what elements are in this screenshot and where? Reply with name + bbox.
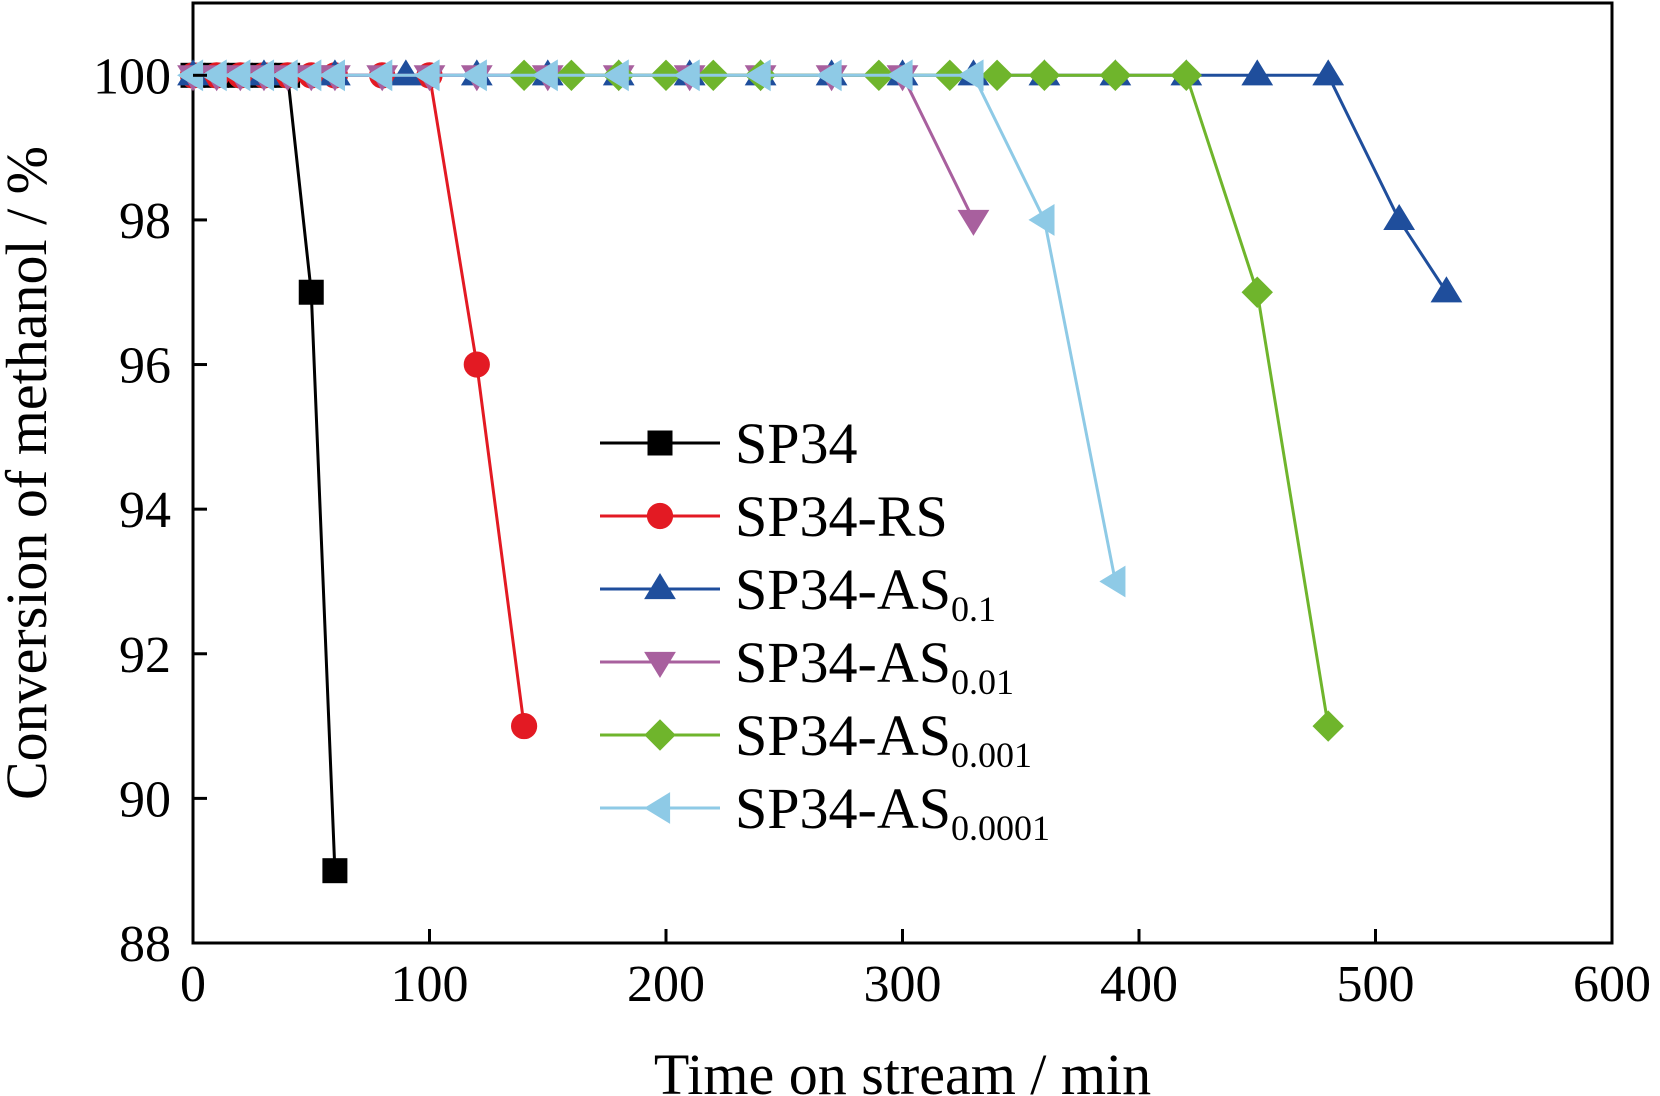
data-point <box>413 59 440 92</box>
data-point <box>886 59 913 92</box>
data-point <box>744 59 771 92</box>
data-point <box>322 858 348 884</box>
legend-entry: SP34-AS0.1 <box>600 557 996 629</box>
data-point <box>531 59 558 92</box>
legend-label: SP34-AS0.1 <box>735 557 996 629</box>
legend-label-subscript: 0.01 <box>951 662 1014 702</box>
legend-label: SP34 <box>735 411 858 476</box>
data-point <box>815 59 842 92</box>
legend-marker <box>644 651 676 678</box>
data-point <box>673 59 700 92</box>
data-point <box>1170 59 1203 92</box>
legend-label-subscript: 0.1 <box>951 589 996 629</box>
series-0 <box>180 62 348 884</box>
data-point <box>1241 59 1274 86</box>
data-point <box>366 59 393 92</box>
series-4 <box>508 59 1344 742</box>
series-line <box>193 73 1448 294</box>
legend-label: SP34-AS0.001 <box>735 703 1032 775</box>
x-tick-label: 200 <box>627 956 705 1013</box>
series-line <box>193 73 337 871</box>
legend-label-subscript: 0.0001 <box>951 808 1050 848</box>
data-point <box>981 59 1013 92</box>
legend-entry: SP34-RS <box>600 484 948 549</box>
series-1 <box>179 62 538 740</box>
data-point <box>460 59 487 92</box>
legend-marker <box>647 430 673 456</box>
legend-entry: SP34 <box>600 411 858 476</box>
legend-label: SP34-AS0.0001 <box>735 776 1050 848</box>
legend-marker <box>644 719 676 751</box>
y-tick-label: 96 <box>119 338 171 395</box>
y-tick-label: 90 <box>119 771 171 828</box>
data-point <box>1312 710 1344 742</box>
legend-label-main: SP34-AS <box>735 703 951 768</box>
legend-entry: SP34-AS0.01 <box>600 630 1014 702</box>
y-tick-label: 100 <box>93 48 171 105</box>
data-point <box>957 209 990 236</box>
data-point <box>1312 59 1345 86</box>
y-tick-label: 88 <box>119 916 171 973</box>
legend-marker <box>644 573 676 600</box>
legend-label: SP34-RS <box>735 484 948 549</box>
data-point <box>1383 203 1416 231</box>
data-point <box>389 59 422 86</box>
data-point <box>463 351 490 378</box>
y-tick-label: 94 <box>119 482 171 539</box>
legend-label-main: SP34-AS <box>735 630 951 695</box>
x-tick-label: 600 <box>1573 956 1651 1013</box>
series-line <box>193 73 526 727</box>
legend-label-main: SP34 <box>735 411 858 476</box>
series-line <box>193 73 975 221</box>
legend-entry: SP34-AS0.001 <box>600 703 1032 775</box>
series-3 <box>177 65 990 236</box>
data-point <box>957 59 984 92</box>
data-point <box>1241 276 1273 308</box>
data-point <box>602 59 629 92</box>
legend-label-main: SP34-AS <box>735 776 951 841</box>
data-point <box>510 712 538 740</box>
x-tick-label: 300 <box>864 956 942 1013</box>
data-point <box>318 59 345 92</box>
data-point <box>1099 565 1126 598</box>
data-point <box>298 279 324 305</box>
x-axis-title: Time on stream / min <box>654 1042 1151 1096</box>
y-tick-label: 98 <box>119 193 171 250</box>
legend-label-main: SP34-AS <box>735 557 951 622</box>
x-tick-label: 100 <box>391 956 469 1013</box>
data-point <box>1430 276 1463 303</box>
legend-marker <box>646 502 674 530</box>
legend-label-subscript: 0.001 <box>951 735 1032 775</box>
series-line <box>524 73 1330 727</box>
legend-entry: SP34-AS0.0001 <box>600 776 1050 848</box>
y-tick-label: 92 <box>119 627 171 684</box>
legend-label: SP34-AS0.01 <box>735 630 1014 702</box>
x-tick-label: 0 <box>180 956 206 1013</box>
data-point <box>1099 59 1132 92</box>
series-5 <box>177 59 1126 598</box>
series-2 <box>177 59 1463 303</box>
y-axis-title: Conversion of methanol / % <box>0 146 59 800</box>
legend-label-main: SP34-RS <box>735 484 948 549</box>
x-tick-label: 500 <box>1337 956 1415 1013</box>
data-point <box>1028 204 1055 236</box>
data-point <box>1028 59 1061 92</box>
x-tick-label: 400 <box>1100 956 1178 1013</box>
legend-marker <box>644 792 671 824</box>
